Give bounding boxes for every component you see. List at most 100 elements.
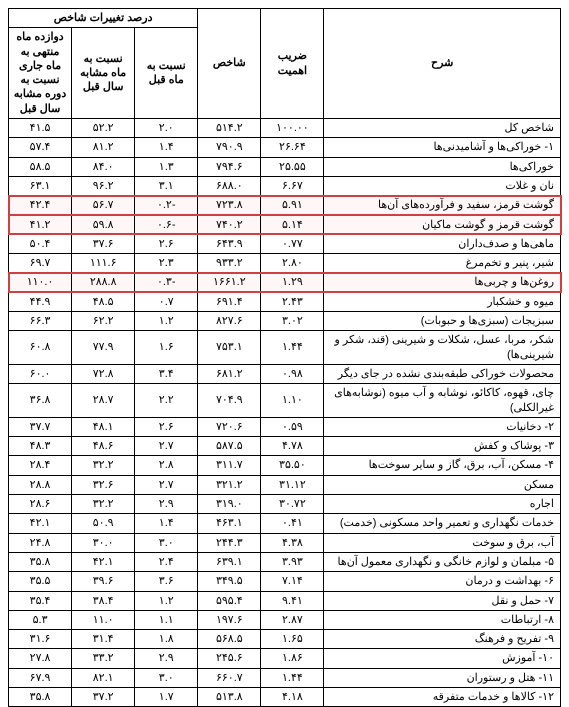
cell-y12: ۴۸.۳ <box>9 437 72 456</box>
cell-desc: ۷- حمل و نقل <box>324 591 561 610</box>
cell-ym: ۸۱.۲ <box>72 138 135 157</box>
cell-m: ۱.۴ <box>135 138 198 157</box>
cell-y12: ۴۴.۹ <box>9 292 72 311</box>
cell-idx: ۷۲۳.۸ <box>198 196 261 215</box>
cell-m: ۱.۶ <box>135 331 198 365</box>
cell-idx: ۸۲۷.۶ <box>198 312 261 331</box>
cell-coef: ۱.۴۴ <box>261 331 324 365</box>
cell-ym: ۱۱۱.۶ <box>72 254 135 273</box>
header-pct-12mo: دوازده ماه منتهی به ماه جاری نسبت به دور… <box>9 28 72 119</box>
cell-desc: ماهی‌ها و صدف‌داران <box>324 234 561 253</box>
cell-idx: ۷۵۳.۱ <box>198 331 261 365</box>
table-row: روغن‌ها و چربی‌ها۱.۲۹۱۶۶۱.۲-۰.۳۲۸۸.۸۱۱۰.… <box>9 273 561 292</box>
table-row: گوشت قرمز، سفید و فرآورده‌های آن‌ها۵.۹۱۷… <box>9 196 561 215</box>
cell-desc: گوشت قرمز و گوشت ماکیان <box>324 215 561 234</box>
cell-m: ۱.۴ <box>135 514 198 533</box>
cell-ym: ۲۸۸.۸ <box>72 273 135 292</box>
cell-coef: ۲.۴۳ <box>261 292 324 311</box>
table-row: ۱۱- هتل و رستوران۱.۴۴۶۶۰.۷۳.۰۸۲.۱۶۷.۹ <box>9 668 561 687</box>
cell-desc: ۳- پوشاک و کفش <box>324 437 561 456</box>
table-row: ۲- دخانیات۰.۵۹۷۲۰.۶۲.۶۴۸.۱۳۷.۷ <box>9 417 561 436</box>
cell-y12: ۵۸.۵ <box>9 157 72 176</box>
cell-coef: ۶.۶۷ <box>261 176 324 195</box>
cell-idx: ۵۹۵.۴ <box>198 591 261 610</box>
cell-desc: ۵- مبلمان و لوازم خانگی و نگهداری معمول … <box>324 552 561 571</box>
cell-y12: ۳۷.۷ <box>9 417 72 436</box>
cell-y12: ۶۶.۳ <box>9 312 72 331</box>
table-row: محصولات خوراکی طبقه‌بندی نشده در جای دیگ… <box>9 364 561 383</box>
cell-desc: خوراکی‌ها <box>324 157 561 176</box>
table-row: اجاره۳۰.۷۲۳۱۹.۰۲.۹۳۲.۲۲۸.۶ <box>9 495 561 514</box>
header-pct-month: نسبت به ماه قبل <box>135 28 198 119</box>
cpi-table: شرح ضریب اهمیت شاخص درصد تغییرات شاخص نس… <box>8 8 561 707</box>
cell-m: ۱.۱ <box>135 610 198 629</box>
cell-idx: ۶۳۹.۱ <box>198 552 261 571</box>
table-row: نان و غلات۶.۶۷۶۸۸.۰۳.۱۹۶.۲۶۳.۱ <box>9 176 561 195</box>
cell-coef: ۲.۸۷ <box>261 610 324 629</box>
table-row: خوراکی‌ها۲۵.۵۵۷۹۴.۶۱.۳۸۴.۰۵۸.۵ <box>9 157 561 176</box>
table-row: خدمات نگهداری و تعمیر واحد مسکونی (خدمت)… <box>9 514 561 533</box>
cell-desc: چای، قهوه، کاکائو، نوشابه و آب میوه (نوش… <box>324 384 561 418</box>
cell-desc: اجاره <box>324 495 561 514</box>
cell-desc: مسکن <box>324 475 561 494</box>
cell-desc: ۹- تفریح و فرهنگ <box>324 630 561 649</box>
header-desc: شرح <box>324 9 561 119</box>
cell-m: ۲.۶ <box>135 417 198 436</box>
cell-y12: ۵.۳ <box>9 610 72 629</box>
cell-coef: ۲۵.۵۵ <box>261 157 324 176</box>
header-group-pct: درصد تغییرات شاخص <box>9 9 198 28</box>
cell-ym: ۷۷.۹ <box>72 331 135 365</box>
cell-desc: آب، برق و سوخت <box>324 533 561 552</box>
cell-desc: شیر، پنیر و تخم‌مرغ <box>324 254 561 273</box>
cell-desc: ۴- مسکن، آب، برق، گاز و سایر سوخت‌ها <box>324 456 561 475</box>
cell-y12: ۵۰.۴ <box>9 234 72 253</box>
cell-idx: ۷۴۰.۲ <box>198 215 261 234</box>
cell-y12: ۲۸.۶ <box>9 495 72 514</box>
table-row: ۴- مسکن، آب، برق، گاز و سایر سوخت‌ها۳۵.۵… <box>9 456 561 475</box>
cell-idx: ۳۱۹.۰ <box>198 495 261 514</box>
cell-ym: ۵۰.۹ <box>72 514 135 533</box>
cell-m: ۲.۰ <box>135 119 198 138</box>
cell-ym: ۳۲.۲ <box>72 456 135 475</box>
table-row: ۹- تفریح و فرهنگ۱.۶۵۵۶۸.۵۱.۸۳۱.۴۳۱.۶ <box>9 630 561 649</box>
cell-desc: شاخص کل <box>324 119 561 138</box>
cell-desc: سبزیجات (سبزی‌ها و حبوبات) <box>324 312 561 331</box>
cell-desc: ۲- دخانیات <box>324 417 561 436</box>
cell-idx: ۶۴۳.۹ <box>198 234 261 253</box>
header-index: شاخص <box>198 9 261 119</box>
cell-desc: نان و غلات <box>324 176 561 195</box>
cell-ym: ۳۷.۶ <box>72 234 135 253</box>
cell-desc: خدمات نگهداری و تعمیر واحد مسکونی (خدمت) <box>324 514 561 533</box>
cell-coef: ۱.۴۴ <box>261 668 324 687</box>
cell-coef: ۰.۴۱ <box>261 514 324 533</box>
cell-coef: ۱.۶۵ <box>261 630 324 649</box>
cell-y12: ۶۳.۱ <box>9 176 72 195</box>
cell-coef: ۹.۴۱ <box>261 591 324 610</box>
cell-y12: ۶۷.۹ <box>9 668 72 687</box>
cell-y12: ۳۵.۵ <box>9 572 72 591</box>
cell-desc: محصولات خوراکی طبقه‌بندی نشده در جای دیگ… <box>324 364 561 383</box>
cell-m: ۳.۶ <box>135 572 198 591</box>
cell-y12: ۲۷.۸ <box>9 649 72 668</box>
cell-desc: ۱۰- آموزش <box>324 649 561 668</box>
table-row: ۶- بهداشت و درمان۷.۱۴۳۴۹.۵۳.۶۳۹.۶۳۵.۵ <box>9 572 561 591</box>
cell-ym: ۵۲.۲ <box>72 119 135 138</box>
cell-coef: ۳.۹۳ <box>261 552 324 571</box>
cell-idx: ۵۱۴.۲ <box>198 119 261 138</box>
cell-idx: ۶۸۸.۰ <box>198 176 261 195</box>
table-row: سبزیجات (سبزی‌ها و حبوبات)۳.۰۲۸۲۷.۶۱.۲۶۲… <box>9 312 561 331</box>
table-row: آب، برق و سوخت۴.۳۸۲۴۴.۳۳.۰۳۰.۰۲۴.۸ <box>9 533 561 552</box>
cell-idx: ۵۶۸.۵ <box>198 630 261 649</box>
cell-ym: ۵۹.۸ <box>72 215 135 234</box>
cell-idx: ۶۹۱.۴ <box>198 292 261 311</box>
cell-ym: ۳۰.۰ <box>72 533 135 552</box>
cell-idx: ۶۸۱.۲ <box>198 364 261 383</box>
cell-desc: گوشت قرمز، سفید و فرآورده‌های آن‌ها <box>324 196 561 215</box>
cell-idx: ۹۳۳.۲ <box>198 254 261 273</box>
cell-coef: ۴.۱۸ <box>261 687 324 706</box>
cell-y12: ۳۵.۴ <box>9 591 72 610</box>
cell-coef: ۳۵.۵۰ <box>261 456 324 475</box>
cell-ym: ۴۲.۱ <box>72 552 135 571</box>
cell-idx: ۵۱۳.۸ <box>198 687 261 706</box>
cell-coef: ۱.۲۹ <box>261 273 324 292</box>
